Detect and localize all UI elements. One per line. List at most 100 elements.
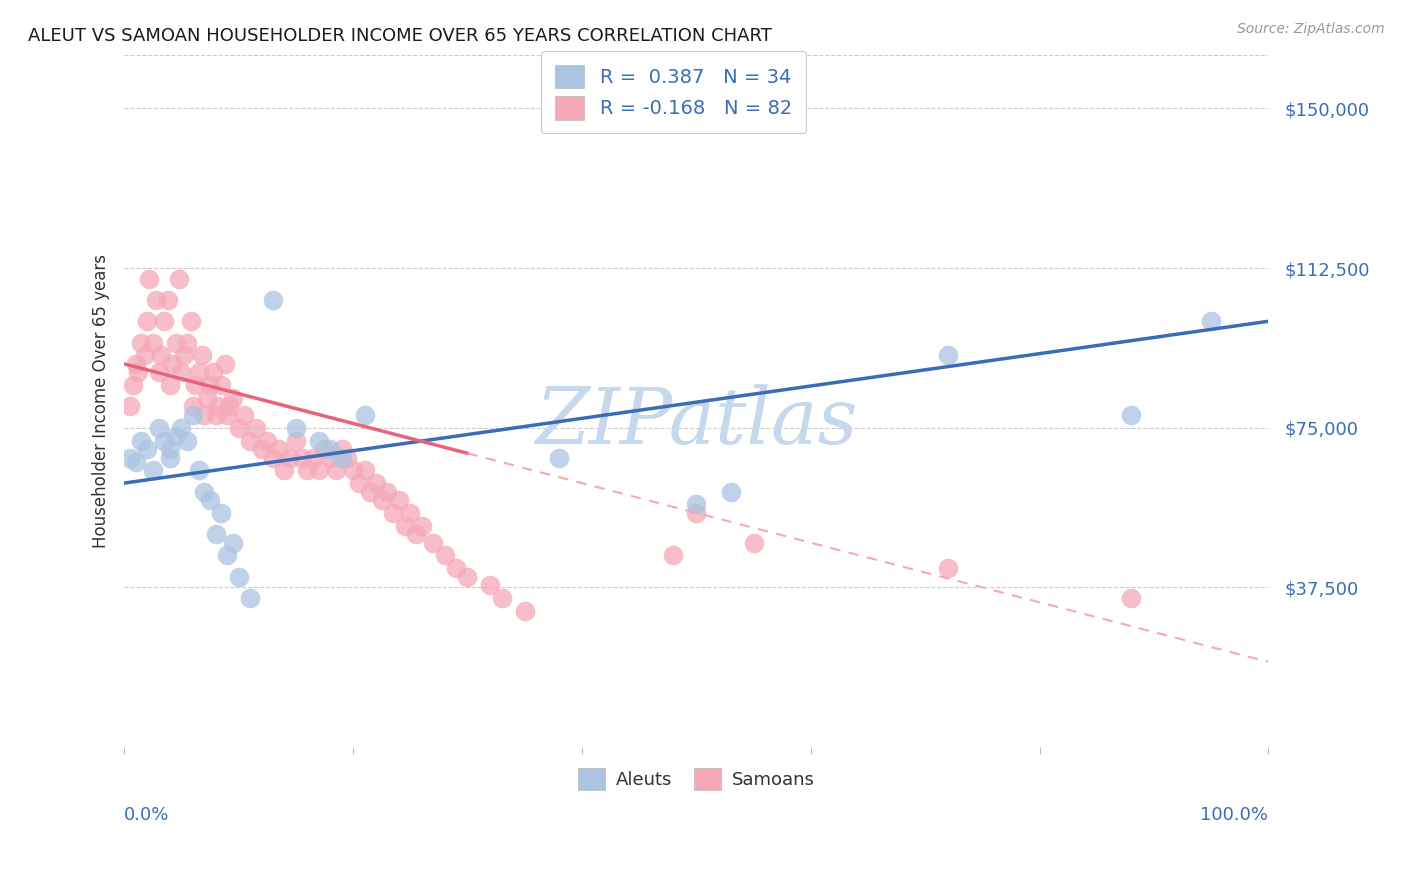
Point xyxy=(308,434,330,448)
Point xyxy=(118,400,141,414)
Point xyxy=(187,365,209,379)
Text: Source: ZipAtlas.com: Source: ZipAtlas.com xyxy=(1237,22,1385,37)
Point xyxy=(273,463,295,477)
Point xyxy=(290,450,312,465)
Point xyxy=(433,549,456,563)
Point xyxy=(181,408,204,422)
Point xyxy=(297,463,319,477)
Point xyxy=(382,506,405,520)
Point xyxy=(239,591,262,605)
Point xyxy=(195,391,218,405)
Point xyxy=(131,434,153,448)
Point xyxy=(204,408,226,422)
Point xyxy=(162,357,184,371)
Point xyxy=(278,450,301,465)
Text: 0.0%: 0.0% xyxy=(124,805,170,824)
Point xyxy=(159,378,181,392)
Point xyxy=(1121,408,1143,422)
Point xyxy=(217,408,239,422)
Point xyxy=(336,450,359,465)
Point xyxy=(245,421,267,435)
Point xyxy=(170,421,193,435)
Point xyxy=(444,561,467,575)
Point xyxy=(936,561,959,575)
Point xyxy=(176,434,198,448)
Point xyxy=(284,434,307,448)
Point xyxy=(148,421,170,435)
Point xyxy=(314,442,336,456)
Point xyxy=(149,348,172,362)
Point xyxy=(228,570,250,584)
Point xyxy=(479,578,502,592)
Point xyxy=(250,442,273,456)
Point xyxy=(148,365,170,379)
Point xyxy=(142,335,165,350)
Point xyxy=(207,400,229,414)
Point xyxy=(136,442,159,456)
Point xyxy=(233,408,256,422)
Text: ZIPatlas: ZIPatlas xyxy=(536,384,858,460)
Point xyxy=(405,527,427,541)
Point xyxy=(325,463,347,477)
Point xyxy=(342,463,364,477)
Point xyxy=(319,450,342,465)
Point xyxy=(302,450,325,465)
Point xyxy=(370,493,392,508)
Point xyxy=(330,450,353,465)
Point xyxy=(211,506,233,520)
Point xyxy=(124,357,146,371)
Point xyxy=(198,378,221,392)
Point xyxy=(513,604,536,618)
Point xyxy=(1199,314,1222,328)
Point xyxy=(184,378,207,392)
Point xyxy=(319,442,342,456)
Point xyxy=(159,450,181,465)
Point xyxy=(134,348,156,362)
Point xyxy=(239,434,262,448)
Point xyxy=(308,463,330,477)
Point xyxy=(936,348,959,362)
Point xyxy=(217,549,239,563)
Point xyxy=(456,570,478,584)
Point xyxy=(122,378,145,392)
Legend: Aleuts, Samoans: Aleuts, Samoans xyxy=(571,760,823,797)
Point xyxy=(742,535,765,549)
Text: 100.0%: 100.0% xyxy=(1201,805,1268,824)
Point xyxy=(131,335,153,350)
Point xyxy=(685,497,707,511)
Point xyxy=(202,365,225,379)
Point xyxy=(170,365,193,379)
Point xyxy=(156,293,179,307)
Point xyxy=(364,476,387,491)
Point xyxy=(388,493,411,508)
Point xyxy=(262,293,284,307)
Text: ALEUT VS SAMOAN HOUSEHOLDER INCOME OVER 65 YEARS CORRELATION CHART: ALEUT VS SAMOAN HOUSEHOLDER INCOME OVER … xyxy=(28,27,772,45)
Point xyxy=(167,271,190,285)
Point xyxy=(191,348,214,362)
Point xyxy=(204,527,226,541)
Point xyxy=(222,535,245,549)
Point xyxy=(422,535,444,549)
Point xyxy=(145,293,167,307)
Point xyxy=(662,549,685,563)
Point xyxy=(173,348,195,362)
Point xyxy=(353,463,375,477)
Point xyxy=(394,518,416,533)
Point xyxy=(138,271,160,285)
Point xyxy=(165,335,187,350)
Point xyxy=(193,484,215,499)
Point xyxy=(214,357,236,371)
Point xyxy=(411,518,433,533)
Point xyxy=(198,493,221,508)
Point xyxy=(153,434,176,448)
Point xyxy=(211,378,233,392)
Point xyxy=(181,400,204,414)
Point xyxy=(159,442,181,456)
Point xyxy=(256,434,278,448)
Point xyxy=(124,455,146,469)
Point xyxy=(359,484,381,499)
Point xyxy=(491,591,513,605)
Point xyxy=(165,429,187,443)
Point xyxy=(377,484,399,499)
Point xyxy=(187,463,209,477)
